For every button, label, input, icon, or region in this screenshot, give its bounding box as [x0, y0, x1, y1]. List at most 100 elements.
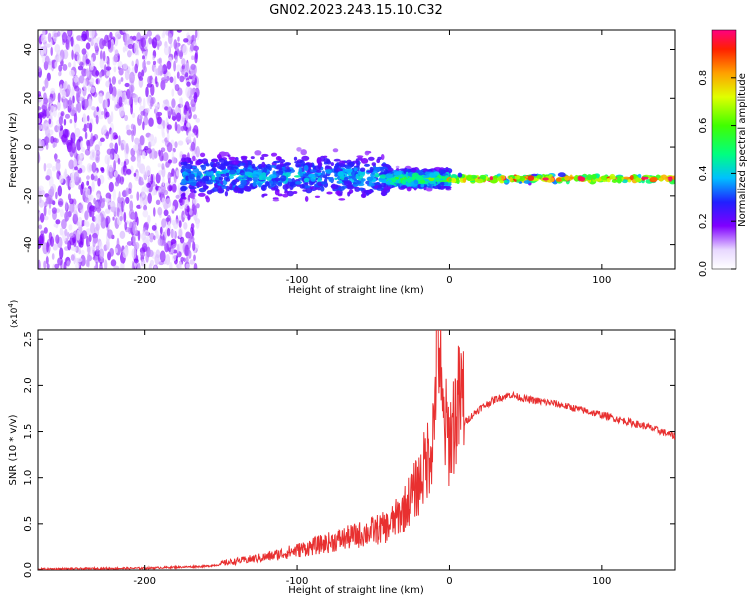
heatmap-cell [56, 55, 62, 63]
heatmap-cell [166, 227, 171, 237]
heatmap-cell [57, 185, 63, 197]
heatmap-cell [77, 65, 84, 71]
heatmap-cell [149, 237, 154, 243]
heatmap-cell [574, 174, 579, 182]
heatmap-cell [668, 176, 673, 182]
heatmap-cell [117, 90, 123, 97]
heatmap-cell [302, 189, 307, 192]
heatmap-cell [358, 187, 365, 191]
heatmap-cell [120, 142, 125, 151]
heatmap-cell [85, 42, 91, 50]
heatmap-cell [641, 176, 649, 180]
heatmap-cell [59, 209, 65, 218]
heatmap-cell [89, 155, 93, 160]
heatmap-cell [260, 156, 265, 161]
y-tick-label: 2.0 [23, 377, 34, 393]
heatmap-cell [344, 167, 353, 174]
heatmap-cell [56, 100, 61, 111]
heatmap-cell [374, 172, 380, 178]
heatmap-cell [53, 106, 57, 118]
heatmap-cell [162, 99, 169, 105]
heatmap-cell [341, 174, 345, 179]
heatmap-cell [151, 37, 158, 49]
heatmap-cell [237, 187, 241, 194]
heatmap-cell [183, 257, 186, 263]
heatmap-cell [181, 64, 186, 70]
heatmap-cell [130, 155, 136, 162]
heatmap-cell [304, 182, 309, 185]
heatmap-cell [405, 171, 409, 178]
heatmap-cell [122, 63, 128, 70]
heatmap-cell [38, 124, 42, 131]
spectrogram-y-label: Frequency (Hz) [8, 112, 19, 188]
heatmap-cell [129, 221, 133, 229]
heatmap-cell [99, 265, 104, 269]
heatmap-cell [118, 135, 121, 146]
heatmap-cell [137, 142, 142, 152]
heatmap-cell [77, 216, 83, 228]
heatmap-cell [405, 178, 413, 182]
heatmap-cell [609, 173, 616, 180]
heatmap-cell [181, 168, 190, 172]
heatmap-cell [586, 174, 593, 181]
heatmap-cell [145, 165, 151, 177]
heatmap-cell [126, 124, 130, 131]
heatmap-cell [170, 229, 176, 239]
heatmap-cell [144, 112, 148, 119]
heatmap-cell [131, 60, 134, 67]
heatmap-cell [391, 177, 397, 183]
heatmap-cell [163, 209, 169, 217]
heatmap-cell [179, 236, 185, 244]
heatmap-cell [193, 190, 197, 194]
heatmap-cell [244, 171, 253, 176]
heatmap-cell [76, 53, 81, 65]
heatmap-cell [176, 243, 180, 254]
heatmap-cell [55, 219, 61, 225]
heatmap-cell [190, 141, 196, 151]
heatmap-cell [57, 92, 61, 103]
heatmap-cell [178, 228, 183, 238]
heatmap-cell [70, 36, 74, 47]
heatmap-cell [284, 169, 292, 173]
heatmap-cell [224, 190, 229, 197]
heatmap-cell [366, 170, 374, 173]
heatmap-cell [179, 75, 185, 83]
heatmap-cell [127, 43, 134, 49]
heatmap-cell [261, 153, 269, 157]
heatmap-cell [161, 131, 166, 138]
heatmap-cell [444, 181, 449, 186]
heatmap-cell [146, 30, 153, 37]
heatmap-cell [139, 105, 145, 113]
heatmap-cell [146, 182, 151, 188]
heatmap-cell [205, 195, 209, 200]
heatmap-cell [111, 95, 115, 101]
heatmap-cell [54, 263, 60, 269]
heatmap-cell [133, 172, 137, 177]
heatmap-cell [110, 259, 117, 267]
heatmap-cell [182, 44, 188, 56]
heatmap-cell [330, 183, 337, 190]
heatmap-cell [90, 132, 94, 144]
heatmap-cell [70, 254, 75, 261]
heatmap-cell [71, 86, 75, 98]
heatmap-cell [622, 176, 631, 180]
heatmap-cell [228, 156, 237, 161]
heatmap-cell [157, 124, 163, 130]
heatmap-cell [70, 132, 76, 144]
heatmap-cell [419, 179, 426, 184]
heatmap-cell [376, 187, 384, 191]
heatmap-cell [198, 159, 204, 163]
heatmap-cell [296, 147, 302, 152]
heatmap-cell [119, 215, 123, 222]
heatmap-cell [422, 175, 431, 178]
heatmap-cell [47, 208, 51, 216]
heatmap-cell [109, 142, 114, 149]
heatmap-cell [269, 180, 274, 185]
heatmap-cell [253, 179, 258, 183]
heatmap-cell [314, 195, 321, 199]
heatmap-cell [89, 207, 95, 218]
heatmap-cell [116, 237, 120, 250]
heatmap-cell [165, 217, 171, 222]
heatmap-cell [122, 248, 129, 259]
x-tick-label: 0 [446, 275, 452, 286]
